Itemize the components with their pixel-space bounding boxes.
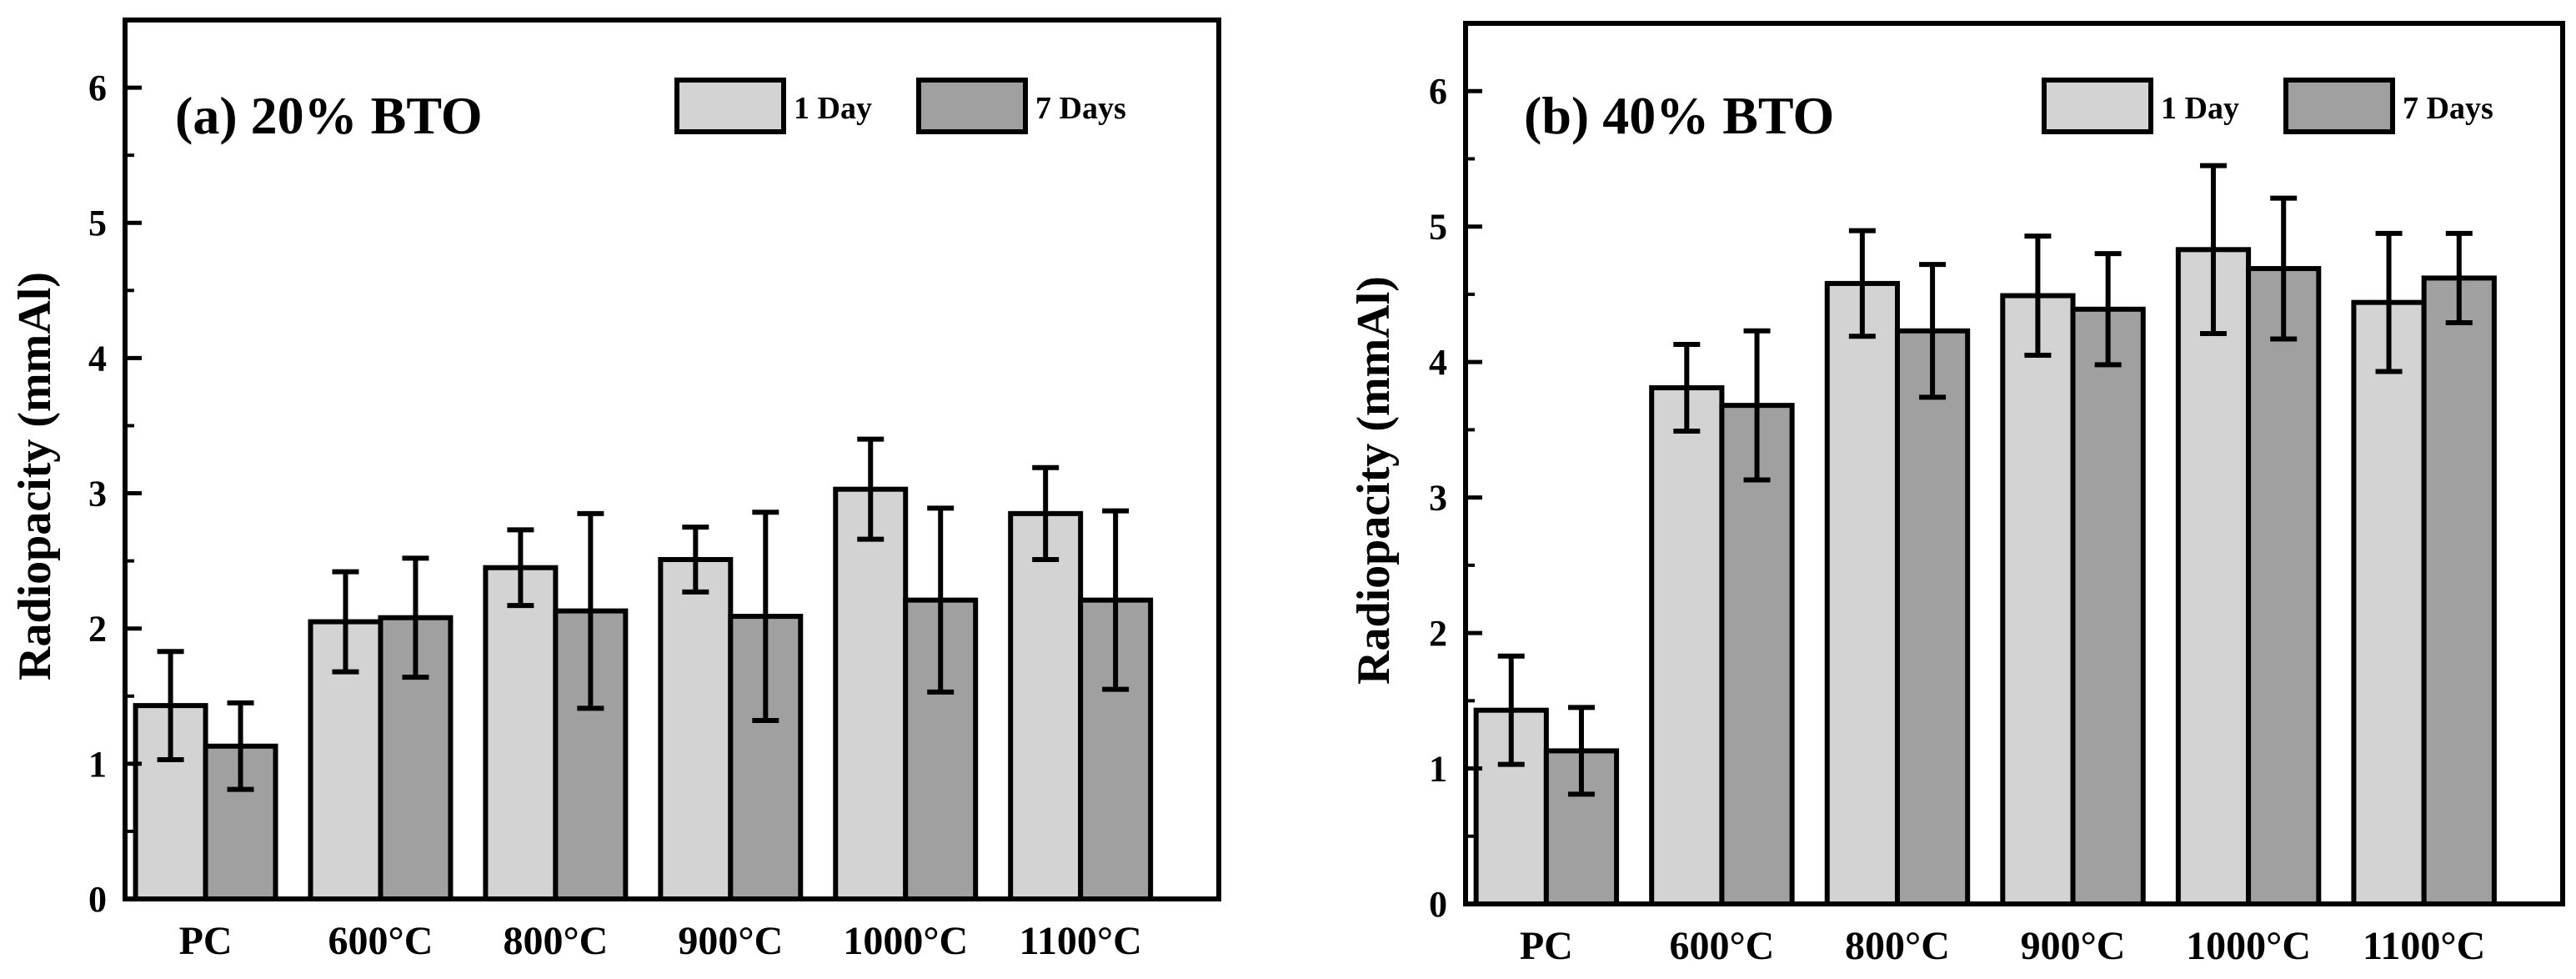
legend-swatch-7-days: [916, 78, 1028, 134]
bar-1-day: [2000, 293, 2076, 907]
plot-frame: [123, 18, 1221, 901]
x-tick-label: PC: [179, 919, 233, 963]
bar-1-day: [1824, 280, 1900, 906]
x-tick-label: 600°C: [1669, 924, 1774, 968]
y-tick-label: 6: [88, 68, 107, 108]
bar-1-day: [483, 565, 559, 901]
x-tick-label: 900°C: [2021, 924, 2126, 968]
bar-1-day: [2351, 299, 2427, 906]
bar-7-days: [2070, 306, 2146, 907]
bar-7-days: [1894, 328, 1971, 906]
legend-label: 7 Days: [2403, 91, 2493, 126]
x-tick-label: 600°C: [328, 919, 434, 963]
bar-7-days: [2421, 275, 2497, 907]
chart-panel-b: PC 600°C 800°C 900°C 1000°C 1100°C 0 1 2 3 4 5 6 Radi…: [1348, 21, 2565, 968]
y-tick-label: 1: [88, 744, 107, 785]
y-tick-label: 1: [1429, 749, 1447, 790]
plot-frame: [1463, 21, 2565, 906]
legend-label: 7 Days: [1035, 91, 1126, 126]
legend-swatch-7-days: [2283, 78, 2395, 134]
x-tick-label: 800°C: [1845, 924, 1950, 968]
bar-1-day: [1008, 510, 1084, 901]
y-tick-label: 3: [1429, 478, 1447, 519]
bar-7-days: [2246, 266, 2322, 907]
x-tick-label: 1100°C: [2363, 924, 2485, 968]
legend-label: 1 Day: [794, 91, 872, 126]
bar-1-day: [1649, 385, 1725, 906]
panel-title: (a) 20% BTO: [175, 86, 483, 145]
chart-panel-a: PC 600°C 800°C 900°C 1000°C 1100°C 0 1 2 3 4 5 6 Radi…: [9, 18, 1221, 963]
y-axis-label: Radiopacity (mmAl): [9, 272, 61, 680]
bar-1-day: [658, 556, 734, 901]
x-tick-label: PC: [1520, 924, 1573, 968]
y-tick-label: 2: [1429, 613, 1447, 654]
y-axis-label: Radiopacity (mmAl): [1348, 276, 1400, 685]
legend-label: 1 Day: [2161, 91, 2239, 126]
legend-swatch-1-day: [674, 78, 786, 134]
y-tick-label: 4: [1429, 342, 1447, 383]
y-tick-label: 5: [88, 203, 107, 243]
x-tick-label: 1000°C: [2186, 924, 2311, 968]
x-tick-label: 1100°C: [1020, 919, 1142, 963]
y-tick-label: 4: [88, 338, 107, 379]
bar-1-day: [2175, 247, 2252, 906]
legend-swatch-1-day: [2042, 78, 2153, 134]
y-tick-label: 5: [1429, 207, 1447, 248]
y-tick-label: 2: [88, 609, 107, 650]
panel-title: (b) 40% BTO: [1524, 86, 1834, 145]
x-tick-label: 1000°C: [843, 919, 968, 963]
y-tick-label: 0: [88, 879, 107, 920]
x-tick-label: 800°C: [503, 919, 608, 963]
y-tick-label: 0: [1429, 884, 1447, 925]
y-tick-label: 3: [88, 474, 107, 515]
bar-1-day: [833, 486, 909, 901]
y-tick-label: 6: [1429, 71, 1447, 112]
x-tick-label: 900°C: [678, 919, 783, 963]
